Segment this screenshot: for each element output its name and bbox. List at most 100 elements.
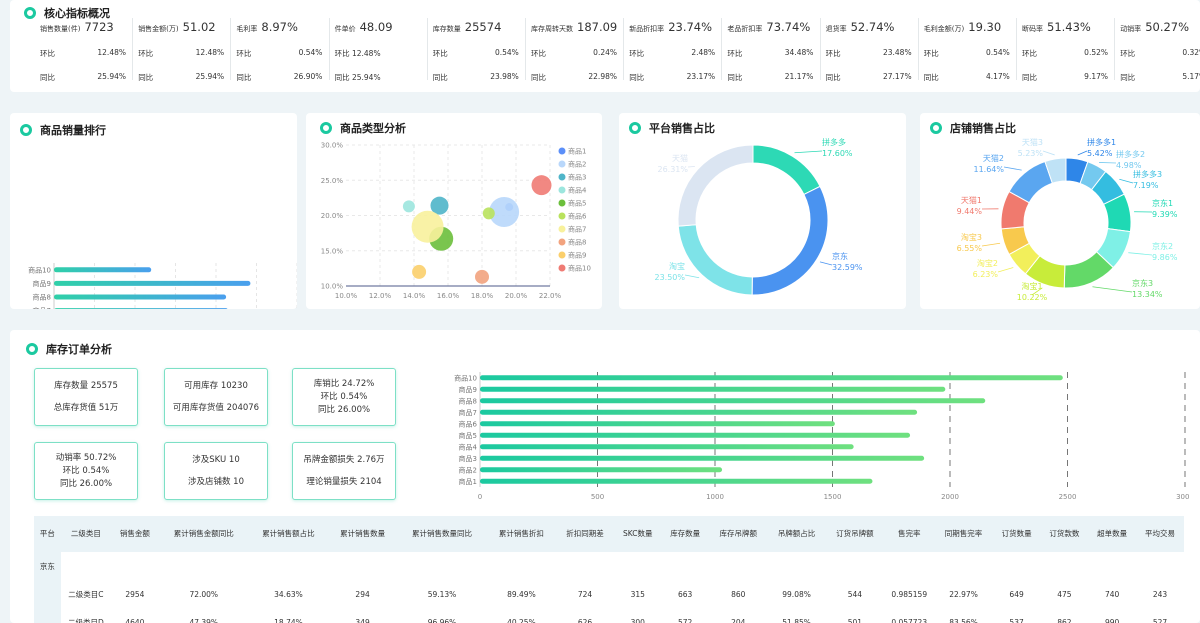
table-cell: 0.057723 bbox=[891, 617, 928, 623]
metric-card: 涉及SKU 10 涉及店铺数 10 bbox=[164, 442, 268, 500]
kpi-yoy-value: 22.98% bbox=[588, 72, 617, 81]
y-tick-label: 商品1 bbox=[459, 477, 477, 486]
table-cell bbox=[34, 580, 61, 608]
kpi-item: 退货率 52.74% 环比 23.48% 同比 27.17% bbox=[826, 20, 918, 86]
metric-card-line: 库销比 24.72% bbox=[313, 379, 375, 389]
kpi-head: 库存周转天数 187.09 bbox=[531, 20, 617, 34]
slice-name: 淘宝2 bbox=[977, 258, 998, 268]
kpi-yoy-label: 同比 bbox=[727, 73, 743, 82]
bar bbox=[54, 280, 251, 286]
bubble bbox=[402, 200, 415, 213]
table-cell: 51.85% bbox=[782, 617, 811, 623]
slice-value: 9.44% bbox=[957, 207, 983, 216]
kpi-yoy-value: 23.98% bbox=[490, 72, 519, 81]
metric-card-line: 库存数量 25575 bbox=[54, 381, 118, 391]
kpi-head: 动销率 50.27% bbox=[1120, 20, 1189, 34]
legend-label: 商品8 bbox=[568, 238, 586, 247]
kpi-yoy-label: 同比 bbox=[531, 73, 546, 82]
leader-line bbox=[684, 274, 700, 279]
kpi-mom-label: 环比 bbox=[923, 49, 939, 58]
leader-line bbox=[1128, 252, 1153, 256]
product-type-chart: 10.0% 15.0% 20.0% 25.0% 30.0% 10.0% 12.0% 14.0%… bbox=[321, 142, 591, 301]
table-header-cell: 累计销售金额同比 bbox=[158, 516, 249, 552]
bubble bbox=[412, 264, 427, 279]
kpi-divider bbox=[1016, 18, 1017, 80]
kpi-yoy-value: 27.17% bbox=[882, 72, 912, 81]
leader-line bbox=[1031, 287, 1043, 296]
metric-card-line: 涉及店铺数 10 bbox=[187, 477, 245, 487]
table-cell: 4640 bbox=[125, 617, 145, 623]
kpi-mom-label: 环比 bbox=[138, 49, 154, 58]
kpi-mom-label: 环比 bbox=[727, 49, 743, 58]
kpi-mom-label: 环比 bbox=[236, 49, 252, 58]
table-cell: 990 bbox=[1104, 617, 1120, 623]
slice-name: 淘宝1 bbox=[1021, 281, 1042, 291]
legend-marker bbox=[558, 160, 566, 168]
table-cell bbox=[61, 552, 1184, 580]
title-ring-icon bbox=[629, 122, 641, 134]
kpi-value: 52.74% bbox=[850, 20, 895, 34]
metric-card-line: 动销率 50.72% bbox=[55, 453, 117, 463]
x-tick-label: 2000 bbox=[941, 493, 959, 501]
platform-share-panel: 平台销售占比 拼多多 17.60% 京东 32.59% 淘宝 23.50% 天猫 26.31% bbox=[619, 113, 906, 309]
kpi-value: 19.30 bbox=[968, 20, 1002, 34]
table-header-row: 平台 二级类目 销售金额 累计销售金额同比 累计销售额占比 累计销售数量 累计销售数量同比累… bbox=[34, 516, 1184, 552]
table-header-cell: 订货吊牌额 bbox=[825, 516, 885, 552]
kpi-head: 毛利率 8.97% bbox=[236, 20, 298, 34]
table-cell: 47.39% bbox=[189, 617, 219, 623]
kpi-label: 退货率 bbox=[825, 25, 847, 33]
kpi-item: 库存周转天数 187.09 环比 0.24% 同比 22.98% bbox=[531, 20, 623, 86]
kpi-value: 48.09 bbox=[359, 20, 393, 34]
bar bbox=[54, 294, 227, 300]
kpi-item: 销售数量(件) 7723 环比 12.48% 同比 25.94% bbox=[40, 20, 132, 86]
leader-line bbox=[794, 150, 823, 154]
leader-line bbox=[997, 267, 1014, 273]
metric-card-line: 同比 26.00% bbox=[59, 479, 113, 489]
metric-card-line: 环比 0.54% bbox=[62, 466, 110, 476]
kpi-value: 8.97% bbox=[261, 20, 298, 34]
slice-name: 天猫 bbox=[672, 153, 688, 163]
table-cell: 99.08% bbox=[782, 589, 811, 599]
kpi-item: 新品折扣率 23.74% 环比 2.48% 同比 23.17% bbox=[629, 20, 721, 86]
y-tick-label: 商品7 bbox=[459, 408, 477, 417]
kpi-yoy-label: 同比 bbox=[923, 73, 939, 82]
store-share-chart: 拼多多1 5.42% 拼多多2 4.98%拼多多3 7.19% 京东1 9.39% 京东2 9.… bbox=[957, 137, 1178, 302]
store-share-panel: 店铺销售占比 拼多多1 5.42% 拼多多2 4.98% 拼多多3 7.19% 京东1 9.3… bbox=[920, 113, 1200, 309]
x-tick-label: 500 bbox=[591, 493, 604, 501]
kpi-value: 50.27% bbox=[1145, 20, 1190, 34]
table-cell: 544 bbox=[847, 589, 863, 599]
sales-rank-title: 商品销量排行 bbox=[20, 122, 106, 138]
legend-label: 商品3 bbox=[568, 173, 586, 182]
kpi-mom-label: 环比 bbox=[531, 49, 546, 58]
leader-line bbox=[1092, 286, 1133, 293]
metric-card: 库销比 24.72% 环比 0.54% 同比 26.00% bbox=[292, 368, 396, 426]
kpi-head: 件单价 48.09 bbox=[335, 20, 393, 34]
table-cell: 34.63% bbox=[274, 589, 303, 599]
table-cell: 二级类目D bbox=[67, 617, 104, 623]
bar bbox=[480, 409, 918, 415]
slice-value: 4.98% bbox=[1116, 161, 1142, 170]
metric-card: 库存数量 25575 总库存货值 51万 bbox=[34, 368, 138, 426]
kpi-mom-label: 环比 bbox=[1120, 49, 1136, 58]
metric-card-line: 涉及SKU 10 bbox=[192, 455, 240, 465]
bar bbox=[480, 421, 835, 427]
title-ring-icon bbox=[320, 122, 332, 134]
table-cell: 649 bbox=[1009, 589, 1024, 599]
x-tick-label: 16.0% bbox=[437, 292, 460, 300]
kpi-divider bbox=[917, 18, 919, 80]
kpi-divider bbox=[1114, 18, 1116, 80]
legend-label: 商品9 bbox=[568, 251, 586, 260]
kpi-mom-value: 12.48% bbox=[195, 48, 225, 57]
slice-name: 京东2 bbox=[1152, 241, 1173, 251]
legend-label: 商品10 bbox=[568, 264, 591, 273]
table-cell: 527 bbox=[1152, 617, 1168, 623]
bar bbox=[480, 432, 911, 438]
inventory-panel: 库存订单分析 库存数量 25575 总库存货值 51万 可用库存 10230 可用库存… bbox=[10, 330, 1200, 623]
table-header-cell: 库存数量 bbox=[661, 516, 710, 552]
legend-marker bbox=[558, 212, 566, 220]
legend-label: 商品6 bbox=[568, 212, 587, 221]
kpi-divider bbox=[230, 18, 232, 80]
kpi-yoy-label: 同比 bbox=[1120, 73, 1136, 82]
table-header-cell: 平台 bbox=[34, 516, 61, 552]
sales-rank-panel: 商品销量排行 020040060080010001200商品1商品2商品3商品4… bbox=[10, 113, 297, 309]
